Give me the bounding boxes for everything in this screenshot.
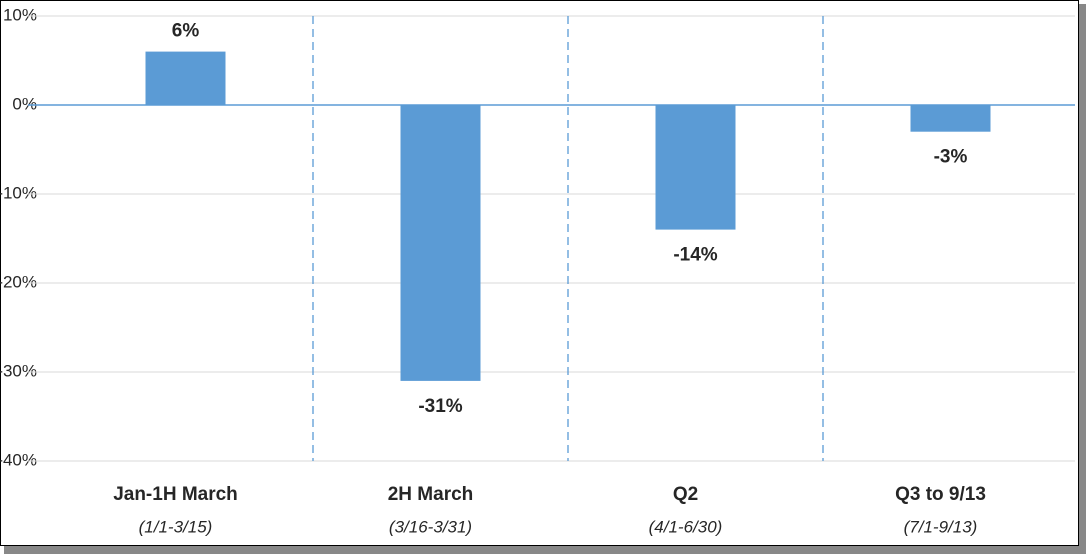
x-tick-note: (1/1-3/15) [139, 517, 213, 536]
x-tick-label: 2H March [388, 484, 474, 505]
bar [145, 51, 226, 105]
y-tick-label: 0% [12, 94, 37, 113]
x-tick-note: (4/1-6/30) [649, 517, 723, 536]
x-tick-note: (7/1-9/13) [904, 517, 978, 536]
y-tick-label: -20% [0, 272, 37, 291]
x-tick-label: Jan-1H March [113, 484, 238, 505]
y-tick-label: 10% [3, 5, 37, 24]
y-tick-label: -10% [0, 183, 37, 202]
y-tick-label: -30% [0, 361, 37, 380]
bar [655, 105, 736, 230]
data-label: -31% [418, 396, 462, 417]
x-tick-note: (3/16-3/31) [389, 517, 472, 536]
y-tick-label: -40% [0, 450, 37, 469]
data-label: 6% [172, 21, 200, 42]
bar [400, 105, 481, 381]
data-label: -14% [673, 245, 717, 266]
frame-shadow [4, 546, 1086, 554]
frame-shadow [1079, 4, 1086, 554]
bar [910, 105, 991, 132]
data-label: -3% [934, 147, 968, 168]
x-tick-label: Q2 [673, 484, 698, 505]
x-tick-label: Q3 to 9/13 [895, 484, 986, 505]
